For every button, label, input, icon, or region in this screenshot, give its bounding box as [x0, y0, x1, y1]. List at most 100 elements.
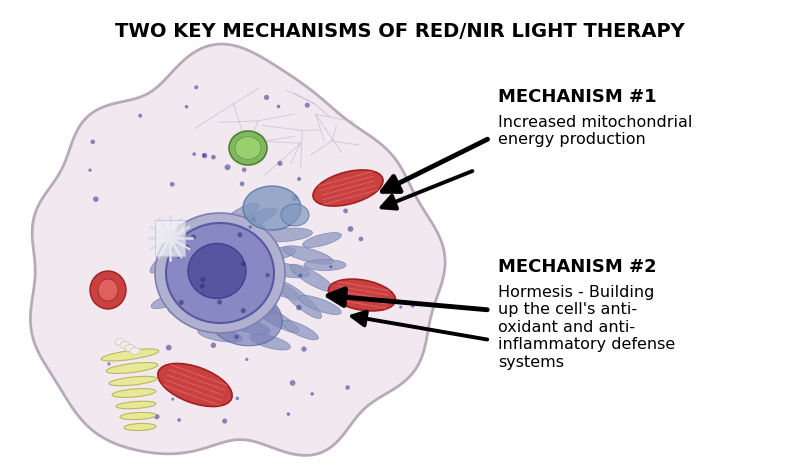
- Ellipse shape: [155, 213, 285, 333]
- Polygon shape: [30, 44, 445, 455]
- Ellipse shape: [109, 376, 157, 386]
- Ellipse shape: [358, 236, 363, 241]
- Ellipse shape: [225, 164, 230, 170]
- Ellipse shape: [120, 413, 156, 420]
- Ellipse shape: [166, 223, 274, 323]
- Ellipse shape: [202, 153, 206, 157]
- Ellipse shape: [178, 300, 184, 305]
- Ellipse shape: [158, 363, 232, 406]
- Ellipse shape: [170, 182, 174, 186]
- Ellipse shape: [220, 316, 270, 334]
- Ellipse shape: [283, 246, 333, 264]
- Ellipse shape: [242, 264, 245, 268]
- Ellipse shape: [302, 346, 306, 352]
- Ellipse shape: [185, 105, 188, 109]
- Ellipse shape: [278, 161, 282, 166]
- Ellipse shape: [290, 264, 334, 292]
- Ellipse shape: [200, 284, 205, 288]
- Ellipse shape: [151, 291, 189, 309]
- Ellipse shape: [249, 226, 252, 228]
- Ellipse shape: [188, 244, 246, 298]
- Ellipse shape: [169, 296, 215, 313]
- Ellipse shape: [162, 270, 202, 295]
- Ellipse shape: [90, 271, 126, 309]
- Ellipse shape: [93, 196, 98, 202]
- Ellipse shape: [399, 305, 402, 309]
- Ellipse shape: [298, 295, 342, 314]
- Ellipse shape: [167, 225, 189, 255]
- Text: Increased mitochondrial
energy production: Increased mitochondrial energy productio…: [498, 115, 692, 147]
- Ellipse shape: [208, 296, 256, 314]
- Ellipse shape: [192, 224, 228, 260]
- Ellipse shape: [260, 262, 310, 278]
- Ellipse shape: [240, 181, 245, 186]
- Ellipse shape: [296, 305, 302, 311]
- Ellipse shape: [198, 328, 242, 342]
- Ellipse shape: [211, 155, 216, 160]
- Ellipse shape: [339, 186, 343, 190]
- Ellipse shape: [185, 245, 190, 250]
- Ellipse shape: [138, 114, 142, 118]
- Ellipse shape: [250, 334, 290, 350]
- Ellipse shape: [116, 401, 156, 409]
- Ellipse shape: [200, 277, 206, 282]
- Ellipse shape: [223, 208, 277, 236]
- Ellipse shape: [194, 85, 198, 89]
- Ellipse shape: [222, 203, 258, 227]
- Ellipse shape: [244, 247, 296, 263]
- Ellipse shape: [292, 195, 298, 201]
- Ellipse shape: [290, 380, 295, 386]
- Ellipse shape: [178, 269, 222, 287]
- Ellipse shape: [343, 209, 348, 213]
- Ellipse shape: [202, 153, 207, 158]
- Ellipse shape: [305, 102, 310, 108]
- Ellipse shape: [178, 418, 181, 422]
- Polygon shape: [155, 220, 185, 256]
- Ellipse shape: [232, 286, 278, 314]
- Ellipse shape: [346, 385, 350, 390]
- Ellipse shape: [188, 289, 236, 301]
- Ellipse shape: [107, 362, 110, 365]
- Ellipse shape: [313, 170, 383, 206]
- Ellipse shape: [216, 225, 264, 255]
- Ellipse shape: [88, 169, 92, 172]
- Ellipse shape: [266, 273, 270, 278]
- Ellipse shape: [222, 419, 227, 424]
- Ellipse shape: [304, 260, 346, 270]
- Ellipse shape: [171, 397, 174, 401]
- Ellipse shape: [106, 362, 158, 373]
- Ellipse shape: [154, 414, 159, 419]
- Ellipse shape: [251, 217, 256, 222]
- Ellipse shape: [242, 168, 246, 172]
- Text: MECHANISM #1: MECHANISM #1: [498, 88, 657, 106]
- Ellipse shape: [177, 253, 182, 259]
- Ellipse shape: [302, 233, 342, 247]
- Ellipse shape: [178, 213, 212, 253]
- Ellipse shape: [235, 136, 261, 160]
- Ellipse shape: [251, 303, 299, 333]
- Ellipse shape: [329, 279, 395, 311]
- Ellipse shape: [165, 238, 199, 272]
- Ellipse shape: [245, 358, 248, 361]
- Ellipse shape: [210, 343, 216, 348]
- Ellipse shape: [238, 232, 242, 237]
- Ellipse shape: [192, 152, 196, 156]
- Ellipse shape: [150, 247, 180, 273]
- Ellipse shape: [234, 335, 239, 339]
- Ellipse shape: [281, 204, 309, 226]
- Ellipse shape: [166, 345, 171, 351]
- Ellipse shape: [297, 177, 301, 181]
- Text: TWO KEY MECHANISMS OF RED/NIR LIGHT THERAPY: TWO KEY MECHANISMS OF RED/NIR LIGHT THER…: [115, 22, 685, 41]
- Ellipse shape: [256, 277, 300, 300]
- Ellipse shape: [190, 314, 240, 326]
- Ellipse shape: [348, 226, 354, 232]
- Text: MECHANISM #2: MECHANISM #2: [498, 258, 657, 276]
- Ellipse shape: [98, 279, 118, 301]
- Ellipse shape: [229, 131, 267, 165]
- Ellipse shape: [282, 320, 318, 340]
- Ellipse shape: [178, 244, 218, 272]
- Ellipse shape: [120, 342, 130, 348]
- Ellipse shape: [191, 235, 196, 240]
- Ellipse shape: [286, 413, 290, 416]
- Ellipse shape: [130, 347, 140, 354]
